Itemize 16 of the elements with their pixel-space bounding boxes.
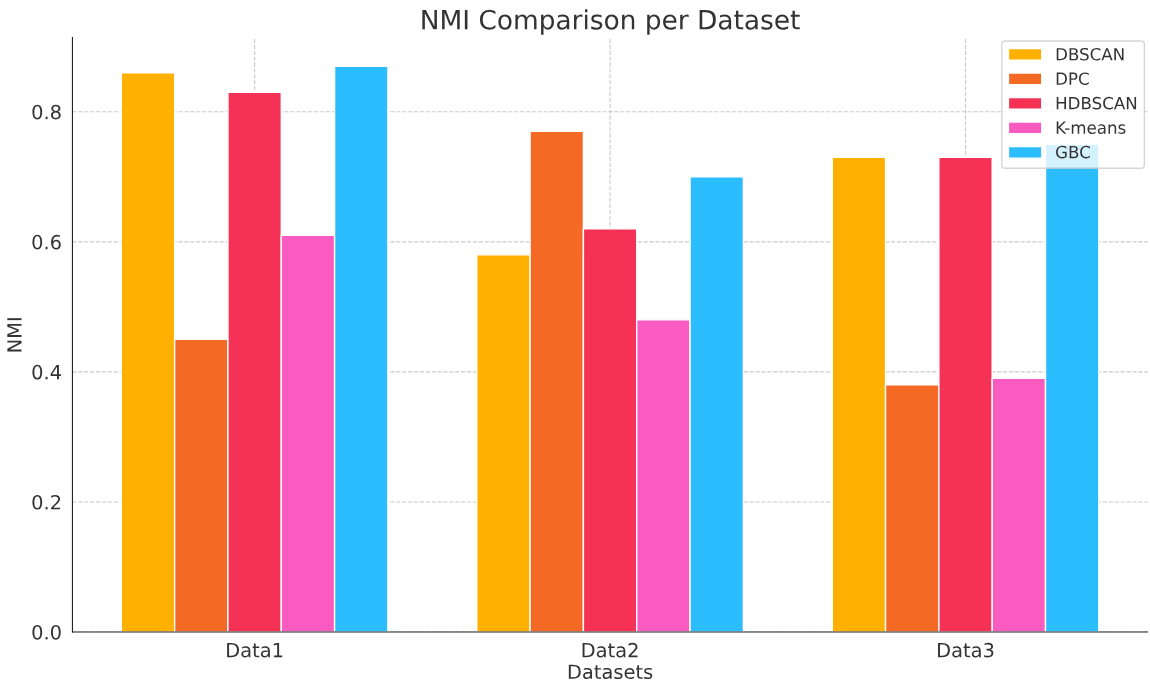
y-tick-label: 0.6 bbox=[32, 234, 61, 250]
legend-label: GBC bbox=[1056, 145, 1090, 159]
y-tick-label: 0.2 bbox=[32, 494, 61, 510]
legend-label: HDBSCAN bbox=[1056, 96, 1137, 110]
x-axis-title: Datasets bbox=[568, 664, 653, 680]
x-tick-label: Data2 bbox=[582, 642, 638, 658]
legend-label: K-means bbox=[1056, 121, 1126, 134]
y-tick-label: 0.0 bbox=[32, 624, 61, 640]
y-axis-title: NMI bbox=[7, 318, 22, 352]
legend-label: DPC bbox=[1056, 72, 1089, 85]
y-tick-label: 0.8 bbox=[32, 104, 61, 120]
x-tick-label: Data3 bbox=[938, 642, 994, 658]
y-tick-label: 0.4 bbox=[32, 364, 61, 380]
legend-label: DBSCAN bbox=[1056, 47, 1124, 61]
chart-title: NMI Comparison per Dataset bbox=[422, 9, 800, 35]
x-tick-label: Data1 bbox=[227, 643, 283, 658]
